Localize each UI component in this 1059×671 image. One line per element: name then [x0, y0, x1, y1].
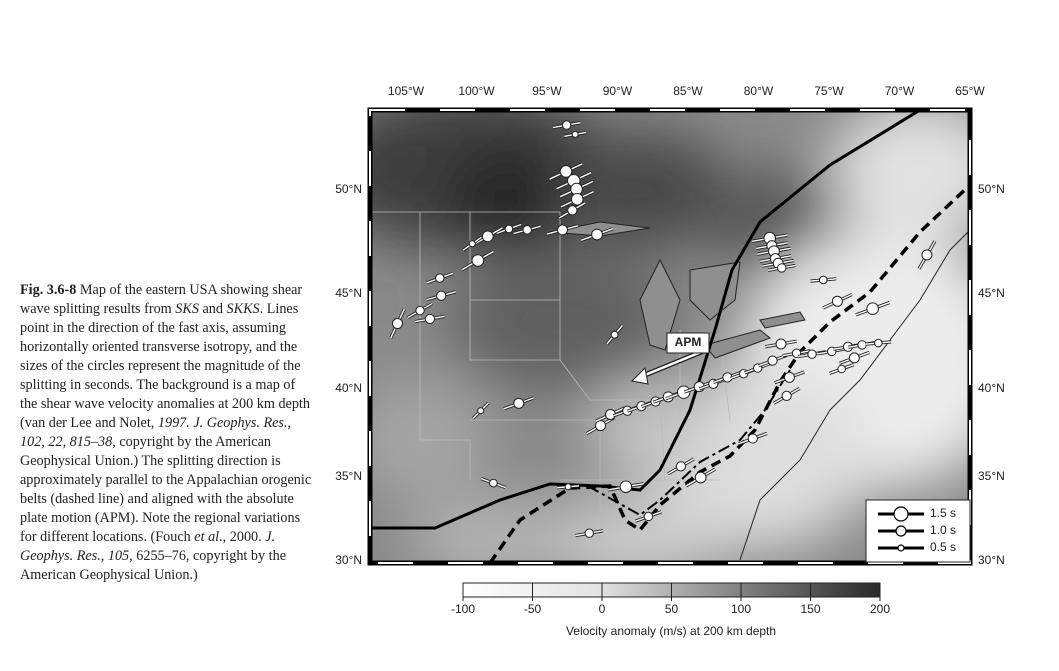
caption-italic: SKS	[175, 301, 199, 317]
splitting-circle	[775, 338, 787, 350]
splitting-circle	[866, 302, 879, 316]
caption-italic: et al	[194, 529, 220, 545]
legend-label: 1.0 s	[930, 523, 956, 537]
splitting-circle	[481, 230, 494, 243]
latitude-label: 40°N	[335, 381, 362, 395]
colorbar-tick-label: -50	[524, 602, 542, 616]
latitude-label: 50°N	[335, 182, 362, 196]
splitting-circle	[619, 480, 633, 494]
longitude-label: 95°W	[532, 84, 562, 98]
caption-text: ., 2000.	[219, 529, 266, 545]
latitude-label: 45°N	[978, 286, 1005, 300]
splitting-circle	[747, 433, 758, 444]
colorbar-tick-label: 150	[800, 602, 820, 616]
longitude-label: 65°W	[955, 84, 985, 98]
legend-circle	[893, 506, 909, 522]
splitting-circle	[513, 397, 525, 409]
splitting-circle	[857, 340, 867, 350]
longitude-label: 85°W	[673, 84, 703, 98]
splitting-circle	[819, 275, 828, 285]
splitting-circle	[675, 461, 687, 472]
splitting-circle	[767, 355, 778, 366]
splitting-circle	[643, 511, 654, 522]
longitude-label: 90°W	[603, 84, 633, 98]
splitting-circle	[489, 478, 498, 488]
caption-italic: 1997. J. Geophys. Res., 102, 22, 815–38,	[20, 415, 292, 450]
splitting-circle	[694, 471, 707, 484]
splitting-circle	[471, 254, 485, 267]
splitting-circle	[415, 305, 425, 316]
splitting-circle	[807, 349, 817, 359]
splitting-circle	[559, 165, 573, 178]
splitting-circle	[571, 130, 579, 138]
splitting-circle	[591, 228, 603, 241]
figure-caption: Fig. 3.6-8 Map of the eastern USA showin…	[20, 281, 312, 585]
latitude-label: 30°N	[335, 553, 362, 567]
latitude-label: 45°N	[335, 286, 362, 300]
longitude-label: 80°W	[744, 84, 774, 98]
colorbar-tick-label: 200	[870, 602, 890, 616]
caption-text: . Lines point in the direction of the fa…	[20, 301, 310, 431]
colorbar-tick-label: 0	[599, 602, 606, 616]
caption-label: Fig. 3.6-8	[20, 282, 77, 298]
map-frame-ticks	[369, 109, 971, 564]
colorbar-tick-label: 50	[665, 602, 679, 616]
splitting-circle	[435, 273, 445, 283]
legend: 1.5 s 1.0 s 0.5 s	[865, 499, 971, 563]
colorbar-tick-label: -100	[451, 602, 475, 616]
splitting-circle	[556, 224, 568, 236]
caption-text: copyright by the American Geophysical Un…	[20, 434, 312, 545]
splitting-circle	[504, 224, 514, 234]
caption-italic: SKKS	[226, 301, 260, 317]
latitude-label: 35°N	[335, 469, 362, 483]
splitting-circle	[567, 205, 578, 216]
caption-text: and	[198, 301, 227, 317]
caption-text: Map of the eastern USA showing shear wav…	[20, 282, 303, 317]
splitting-circle	[874, 338, 883, 348]
legend-label: 0.5 s	[930, 540, 956, 554]
longitude-label: 70°W	[885, 84, 915, 98]
splitting-circle	[781, 390, 792, 402]
splitting-circle	[610, 330, 619, 339]
splitting-circle	[570, 192, 584, 206]
latitude-label: 30°N	[978, 553, 1005, 567]
splitting-circle	[424, 313, 436, 325]
splitting-circle	[921, 249, 933, 261]
colorbar-tick-label: 100	[731, 602, 751, 616]
caption-text: 6255–76, copyright by the American Geoph…	[20, 548, 286, 583]
splitting-circle	[477, 407, 485, 415]
apm-label: APM	[675, 335, 702, 349]
splitting-circle	[783, 371, 795, 383]
caption-italic: J. Geophys. Res., 105,	[20, 529, 276, 564]
colorbar: Velocity anomaly (m/s) at 200 km depth -…	[451, 582, 890, 638]
splitting-circle	[561, 120, 572, 130]
splitting-circle	[777, 263, 787, 273]
legend-label: 1.5 s	[930, 506, 956, 520]
latitude-label: 50°N	[978, 182, 1005, 196]
splitting-circle	[677, 385, 691, 399]
station-layer	[389, 120, 937, 538]
splitting-circle	[564, 483, 572, 491]
legend-circle	[895, 525, 907, 537]
splitting-circle	[848, 352, 860, 364]
apm-arrow: APM	[630, 332, 710, 385]
latitude-label: 35°N	[978, 469, 1005, 483]
longitude-label: 75°W	[814, 84, 844, 98]
longitude-label: 100°W	[458, 84, 495, 98]
splitting-circle	[837, 364, 846, 374]
latitude-label: 40°N	[978, 381, 1005, 395]
colorbar-label: Velocity anomaly (m/s) at 200 km depth	[566, 624, 776, 638]
splitting-circle	[436, 290, 447, 301]
longitude-label: 105°W	[388, 84, 425, 98]
splitting-circle	[468, 240, 476, 248]
splitting-circle	[391, 318, 403, 330]
splitting-circle	[584, 528, 594, 538]
splitting-circle	[831, 295, 843, 307]
legend-circle	[897, 544, 905, 552]
splitting-circle	[522, 225, 532, 235]
